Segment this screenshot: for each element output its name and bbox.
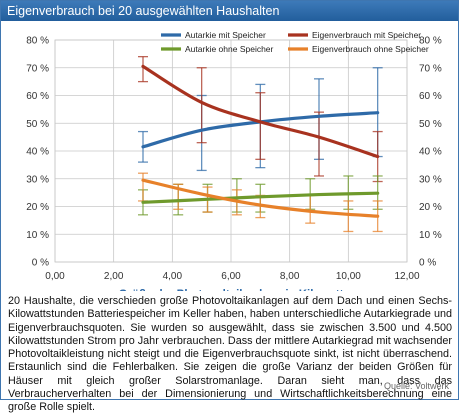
series-line-2	[141, 191, 380, 204]
x-tick-label: 10,00	[336, 271, 361, 282]
x-tick-label: 2,00	[104, 271, 124, 282]
y-tick-label-right: 40 %	[419, 147, 442, 158]
figure-title: Eigenverbrauch bei 20 ausgewählten Haush…	[1, 1, 458, 21]
x-tick-label: 0,00	[45, 271, 65, 282]
y-tick-label-right: 20 %	[419, 202, 442, 213]
y-tick-label-right: 10 %	[419, 230, 442, 241]
series-line-3	[141, 178, 380, 218]
y-tick-label-right: 50 %	[419, 119, 442, 130]
y-tick-label-left: 40 %	[26, 147, 49, 158]
series-line-1	[141, 64, 380, 159]
y-tick-label-left: 60 %	[26, 91, 49, 102]
chart-area: 0 % 0 % 10 % 10 % 20 % 20 % 30 % 30 % 40 % 40 % 50…	[1, 21, 458, 291]
y-tick-label-right: 60 %	[419, 91, 442, 102]
x-tick-label: 8,00	[280, 271, 300, 282]
y-tick-label-right: 30 %	[419, 174, 442, 185]
x-tick-label: 4,00	[163, 271, 183, 282]
line-chart: 0 % 0 % 10 % 10 % 20 % 20 % 30 % 30 % 40 % 40 % 50…	[26, 30, 442, 291]
legend-label: Autarkie mit Speicher	[185, 30, 266, 40]
y-tick-label-left: 10 %	[26, 230, 49, 241]
figure-caption: 20 Haushalte, die verschieden große Phot…	[8, 295, 452, 414]
y-tick-label-right: 0 %	[419, 258, 436, 269]
y-tick-label-left: 20 %	[26, 202, 49, 213]
x-tick-label: 12,00	[394, 271, 419, 282]
y-tick-label-left: 50 %	[26, 119, 49, 130]
y-tick-label-right: 70 %	[419, 63, 442, 74]
legend-label: Eigenverbrauch ohne Speicher	[312, 44, 429, 54]
y-tick-label-right: 80 %	[419, 36, 442, 47]
y-tick-label-left: 80 %	[26, 36, 49, 47]
x-tick-label: 6,00	[221, 271, 241, 282]
x-axis-title: Größe der Photovoltaikanlage in Kilowatt	[119, 289, 344, 291]
legend-label: Autarkie ohne Speicher	[185, 44, 274, 54]
y-tick-label-left: 70 %	[26, 63, 49, 74]
y-tick-label-left: 0 %	[32, 258, 49, 269]
y-tick-label-left: 30 %	[26, 174, 49, 185]
source-credit: Quelle: Voltwerk	[383, 381, 449, 391]
legend-label: Eigenverbrauch mit Speicher	[312, 30, 421, 40]
